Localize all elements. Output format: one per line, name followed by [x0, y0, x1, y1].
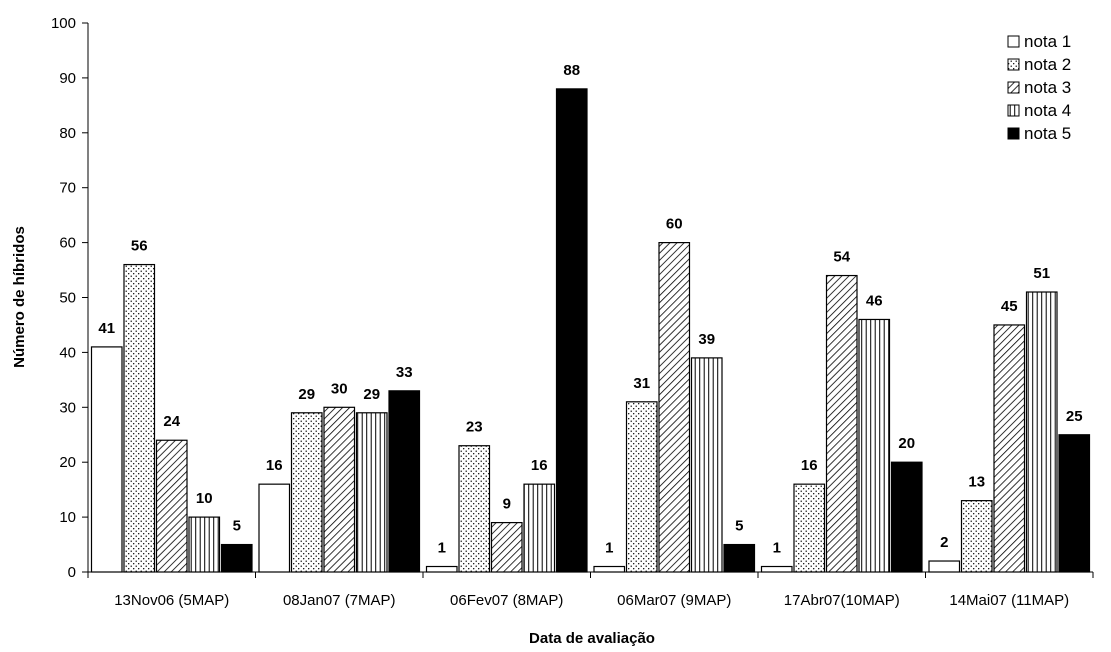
bar-nota-4-1 [355, 412, 388, 573]
bar-nota-5-1 [388, 390, 421, 573]
bar-nota-4-4 [858, 318, 891, 573]
data-label: 9 [503, 496, 511, 513]
data-label: 1 [773, 540, 781, 557]
y-axis-ticks: 0 10 20 30 40 50 60 70 80 90 100 [51, 15, 88, 581]
bar-nota-1-0 [90, 346, 123, 573]
legend-swatch [1007, 35, 1020, 48]
bar-nota-3-2 [490, 521, 523, 573]
x-axis-ticks: 13Nov06 (5MAP) 08Jan07 (7MAP) 06Fev07 (8MA… [87, 572, 1094, 609]
legend-label: nota 5 [1024, 124, 1071, 143]
legend-label: nota 2 [1024, 55, 1071, 74]
bar-nota-5-4 [890, 461, 923, 573]
data-label: 24 [163, 413, 180, 430]
bar-nota-3-3 [658, 242, 691, 573]
data-label: 46 [866, 292, 883, 309]
data-label: 1 [438, 540, 446, 557]
y-tick-label: 80 [59, 125, 76, 142]
x-tick-label: 14Mai07 (11MAP) [949, 592, 1069, 609]
data-label: 16 [531, 457, 548, 474]
data-labels: 41 16 1 1 1 2 56 29 23 31 16 13 24 30 9 60 54 45 10 29 16 39 4… [98, 62, 1082, 557]
data-label: 16 [801, 457, 818, 474]
y-tick-label: 70 [59, 180, 76, 197]
bar-nota-5-2 [555, 88, 588, 573]
data-label: 45 [1001, 298, 1018, 315]
legend-label: nota 3 [1024, 78, 1071, 97]
bar-nota-3-4 [825, 274, 858, 573]
data-label: 5 [233, 518, 241, 535]
data-label: 54 [833, 249, 850, 266]
data-label: 16 [266, 457, 283, 474]
x-tick-label: 06Fev07 (8MAP) [450, 592, 563, 609]
data-label: 2 [940, 534, 948, 551]
axes [87, 23, 1093, 573]
bar-nota-1-3 [593, 565, 626, 573]
data-label: 13 [968, 474, 985, 491]
data-label: 30 [331, 380, 348, 397]
bar-nota-4-5 [1025, 291, 1058, 573]
data-label: 20 [898, 435, 915, 452]
legend-label: nota 1 [1024, 32, 1071, 51]
y-tick-label: 90 [59, 70, 76, 87]
data-label: 51 [1033, 265, 1050, 282]
legend-swatch [1007, 104, 1020, 117]
x-tick-label: 08Jan07 (7MAP) [283, 592, 396, 609]
bar-nota-4-0 [188, 516, 221, 573]
x-tick-label: 13Nov06 (5MAP) [114, 592, 229, 609]
bar-nota-2-4 [793, 483, 826, 573]
data-label: 10 [196, 490, 213, 507]
data-label: 25 [1066, 408, 1083, 425]
y-tick-label: 40 [59, 344, 76, 361]
bar-nota-5-3 [723, 543, 756, 573]
bar-nota-2-3 [625, 401, 658, 573]
x-tick-label: 06Mar07 (9MAP) [617, 592, 731, 609]
data-label: 39 [698, 331, 715, 348]
data-label: 5 [735, 518, 743, 535]
bar-nota-1-4 [760, 565, 793, 573]
y-tick-label: 10 [59, 509, 76, 526]
y-tick-label: 50 [59, 290, 76, 307]
bar-nota-3-0 [155, 439, 188, 573]
legend: nota 1 nota 2 nota 3 nota 4 nota 5 [1007, 32, 1071, 143]
bar-nota-1-5 [928, 560, 961, 573]
y-tick-label: 100 [51, 15, 76, 32]
data-label: 23 [466, 419, 483, 436]
bar-nota-5-0 [220, 543, 253, 573]
y-tick-label: 30 [59, 399, 76, 416]
bar-nota-4-3 [690, 357, 723, 573]
bar-nota-2-2 [458, 445, 491, 573]
bar-nota-1-1 [258, 483, 291, 573]
bar-nota-2-1 [290, 412, 323, 573]
bar-nota-5-5 [1058, 434, 1091, 573]
y-axis-label: Número de híbridos [11, 226, 28, 368]
bar-nota-3-1 [323, 406, 356, 573]
bar-nota-1-2 [425, 565, 458, 573]
data-label: 60 [666, 216, 683, 233]
bar-nota-4-2 [523, 483, 556, 573]
y-tick-label: 0 [68, 564, 76, 581]
y-tick-label: 60 [59, 235, 76, 252]
legend-swatch [1007, 81, 1020, 94]
data-label: 29 [298, 386, 315, 403]
bar-nota-2-5 [960, 500, 993, 573]
legend-swatch [1007, 58, 1020, 71]
bar-nota-2-0 [123, 263, 156, 573]
data-label: 33 [396, 364, 413, 381]
data-label: 29 [363, 386, 380, 403]
bars [90, 88, 1091, 573]
data-label: 1 [605, 540, 613, 557]
data-label: 56 [131, 238, 148, 255]
y-tick-label: 20 [59, 454, 76, 471]
data-label: 41 [98, 320, 115, 337]
x-axis-label: Data de avaliação [529, 630, 655, 647]
bar-nota-3-5 [993, 324, 1026, 573]
data-label: 88 [563, 62, 580, 79]
x-tick-label: 17Abr07(10MAP) [784, 592, 900, 609]
legend-label: nota 4 [1024, 101, 1071, 120]
legend-swatch [1007, 127, 1020, 140]
data-label: 31 [633, 375, 650, 392]
